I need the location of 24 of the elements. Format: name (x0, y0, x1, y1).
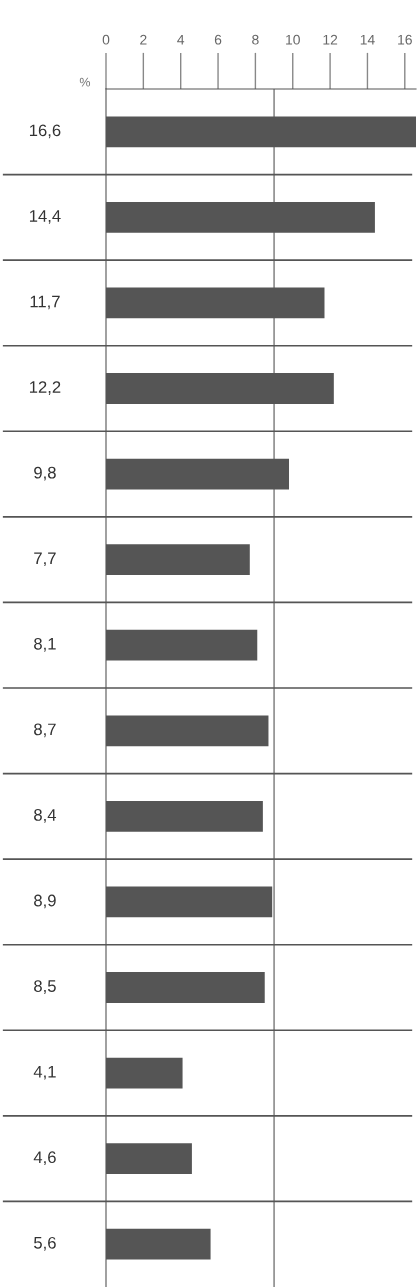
data-label: 5,6 (34, 1236, 56, 1251)
data-label: 4,1 (33, 1065, 56, 1080)
x-tick-label: 12 (323, 34, 338, 45)
data-label: 8,9 (34, 894, 56, 909)
data-label: 8,5 (34, 980, 56, 994)
data-label: 14,4 (29, 210, 61, 224)
x-tick-label: 8 (252, 34, 259, 45)
x-axis-title: % (79, 77, 91, 87)
x-tick-label: 4 (177, 34, 185, 45)
x-tick-label: 16 (398, 34, 412, 45)
x-tick-label: 10 (286, 34, 300, 45)
x-tick-label: 6 (214, 34, 222, 45)
data-label: 8,7 (34, 723, 56, 738)
data-label: 16,6 (29, 124, 61, 139)
data-label: 11,7 (30, 295, 60, 310)
data-label: 7,7 (34, 552, 56, 567)
data-label: 9,8 (34, 466, 56, 481)
x-tick-label: 0 (102, 34, 110, 45)
x-tick-label: 2 (140, 34, 147, 45)
data-label: 8,1 (34, 637, 56, 652)
x-tick-label: 14 (360, 34, 375, 45)
data-label: 8,4 (34, 809, 57, 823)
data-label: 12,2 (29, 381, 61, 395)
data-label: 4,6 (33, 1151, 56, 1166)
